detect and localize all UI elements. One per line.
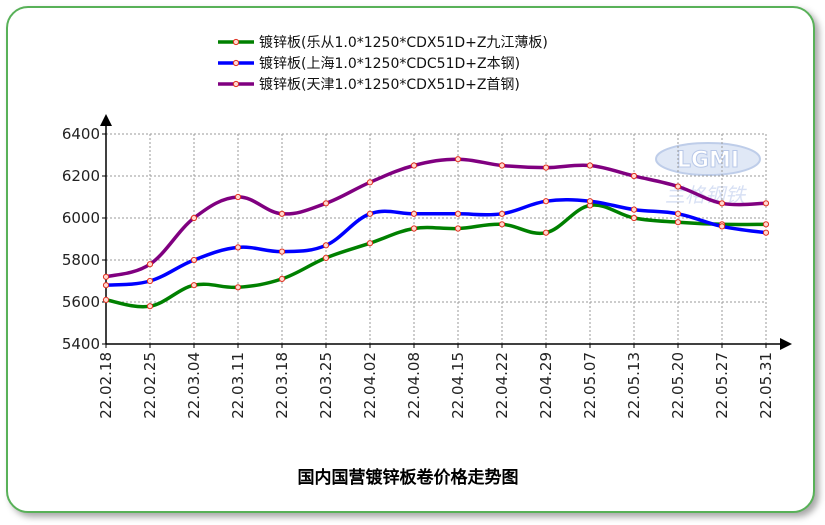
data-point-series-1[interactable] <box>542 229 550 236</box>
data-point-series-2[interactable] <box>366 210 374 217</box>
y-tick-labels: 5400 5600 5800 6000 6200 6400 <box>62 125 106 353</box>
y-tick-label: 6400 <box>62 125 100 143</box>
data-point-series-2[interactable] <box>234 244 242 251</box>
data-point-series-1[interactable] <box>102 296 110 303</box>
data-point-series-3[interactable] <box>102 273 110 280</box>
x-tick-label: 22.05.20 <box>669 352 687 419</box>
data-point-series-3[interactable] <box>366 179 374 186</box>
x-tick-label: 22.03.18 <box>273 352 291 419</box>
data-point-series-3[interactable] <box>498 162 506 169</box>
data-point-series-3[interactable] <box>410 162 418 169</box>
y-tick-label: 6200 <box>62 167 100 185</box>
data-point-series-2[interactable] <box>322 242 330 249</box>
legend-label-2[interactable]: 镀锌板(上海1.0*1250*CDC51D+Z本钢) <box>259 55 520 72</box>
x-tick-label: 22.05.07 <box>581 352 599 419</box>
series-line-3 <box>104 157 768 279</box>
data-point-series-3[interactable] <box>674 183 682 190</box>
x-tick-label: 22.03.11 <box>229 352 247 419</box>
data-point-series-3[interactable] <box>542 164 550 171</box>
data-point-series-1[interactable] <box>454 225 462 232</box>
legend: 镀锌板(乐从1.0*1250*CDX51D+Z九江薄板) 镀锌板(上海1.0*12… <box>218 34 548 93</box>
series-line-1 <box>104 203 768 309</box>
y-tick-label: 5800 <box>62 251 100 269</box>
data-point-series-3[interactable] <box>586 162 594 169</box>
data-point-series-2[interactable] <box>278 248 286 255</box>
y-tick-label: 5400 <box>62 335 100 353</box>
data-point-series-1[interactable] <box>278 275 286 282</box>
series-line-2 <box>104 198 768 287</box>
x-tick-label: 22.04.29 <box>537 352 555 419</box>
data-point-series-3[interactable] <box>278 210 286 217</box>
legend-label-3[interactable]: 镀锌板(天津1.0*1250*CDX51D+Z首钢) <box>259 76 520 93</box>
data-point-series-2[interactable] <box>102 282 110 289</box>
x-tick-label: 22.02.18 <box>97 352 115 419</box>
x-tick-label: 22.05.27 <box>713 352 731 419</box>
data-point-series-1[interactable] <box>410 225 418 232</box>
y-tick-label: 6000 <box>62 209 100 227</box>
data-point-series-3[interactable] <box>454 156 462 163</box>
data-point-series-2[interactable] <box>586 198 594 205</box>
svg-text:LGMI: LGMI <box>677 148 739 173</box>
legend-marker-1 <box>232 38 240 46</box>
data-point-series-3[interactable] <box>322 200 330 207</box>
data-point-series-1[interactable] <box>674 219 682 226</box>
x-tick-label: 22.04.08 <box>405 352 423 419</box>
data-point-series-2[interactable] <box>146 277 154 285</box>
data-point-series-2[interactable] <box>190 256 198 264</box>
legend-marker-3 <box>232 80 240 88</box>
series-lines <box>102 156 770 310</box>
grid <box>106 133 767 344</box>
x-tick-label: 22.05.13 <box>625 352 643 419</box>
data-point-series-1[interactable] <box>146 303 154 310</box>
x-tick-label: 22.02.25 <box>141 352 159 419</box>
data-point-series-1[interactable] <box>322 254 330 261</box>
data-point-series-2[interactable] <box>674 210 682 217</box>
data-point-series-1[interactable] <box>630 214 638 222</box>
data-point-series-2[interactable] <box>718 223 726 230</box>
x-tick-label: 22.04.22 <box>493 352 511 419</box>
x-tick-label: 22.04.02 <box>361 352 379 419</box>
data-point-series-3[interactable] <box>146 261 154 268</box>
data-point-series-3[interactable] <box>718 200 726 207</box>
y-tick-label: 5600 <box>62 293 100 311</box>
axes <box>100 114 792 350</box>
data-point-series-3[interactable] <box>762 200 770 207</box>
legend-label-1[interactable]: 镀锌板(乐从1.0*1250*CDX51D+Z九江薄板) <box>259 34 548 51</box>
chart-title: 国内国营镀锌板卷价格走势图 <box>298 467 519 488</box>
data-point-series-1[interactable] <box>190 282 198 289</box>
data-point-series-2[interactable] <box>410 210 418 217</box>
data-point-series-3[interactable] <box>630 172 638 180</box>
x-tick-label: 22.03.25 <box>317 352 335 419</box>
data-point-series-2[interactable] <box>762 229 770 236</box>
data-point-series-2[interactable] <box>542 198 550 205</box>
data-point-series-1[interactable] <box>762 221 770 228</box>
x-tick-labels: 22.02.18 22.02.25 22.03.04 22.03.11 22.03.18… <box>97 344 775 419</box>
data-point-series-2[interactable] <box>454 210 462 217</box>
x-tick-label: 22.05.31 <box>757 352 775 419</box>
x-tick-label: 22.04.15 <box>449 352 467 419</box>
data-point-series-1[interactable] <box>498 221 506 228</box>
data-point-series-2[interactable] <box>498 210 506 217</box>
data-point-series-1[interactable] <box>234 284 242 291</box>
data-point-series-2[interactable] <box>630 206 638 213</box>
data-point-series-3[interactable] <box>234 193 242 201</box>
data-point-series-3[interactable] <box>190 214 198 222</box>
data-point-series-1[interactable] <box>366 240 374 247</box>
x-tick-label: 22.03.04 <box>185 352 203 419</box>
legend-marker-2 <box>232 59 240 67</box>
